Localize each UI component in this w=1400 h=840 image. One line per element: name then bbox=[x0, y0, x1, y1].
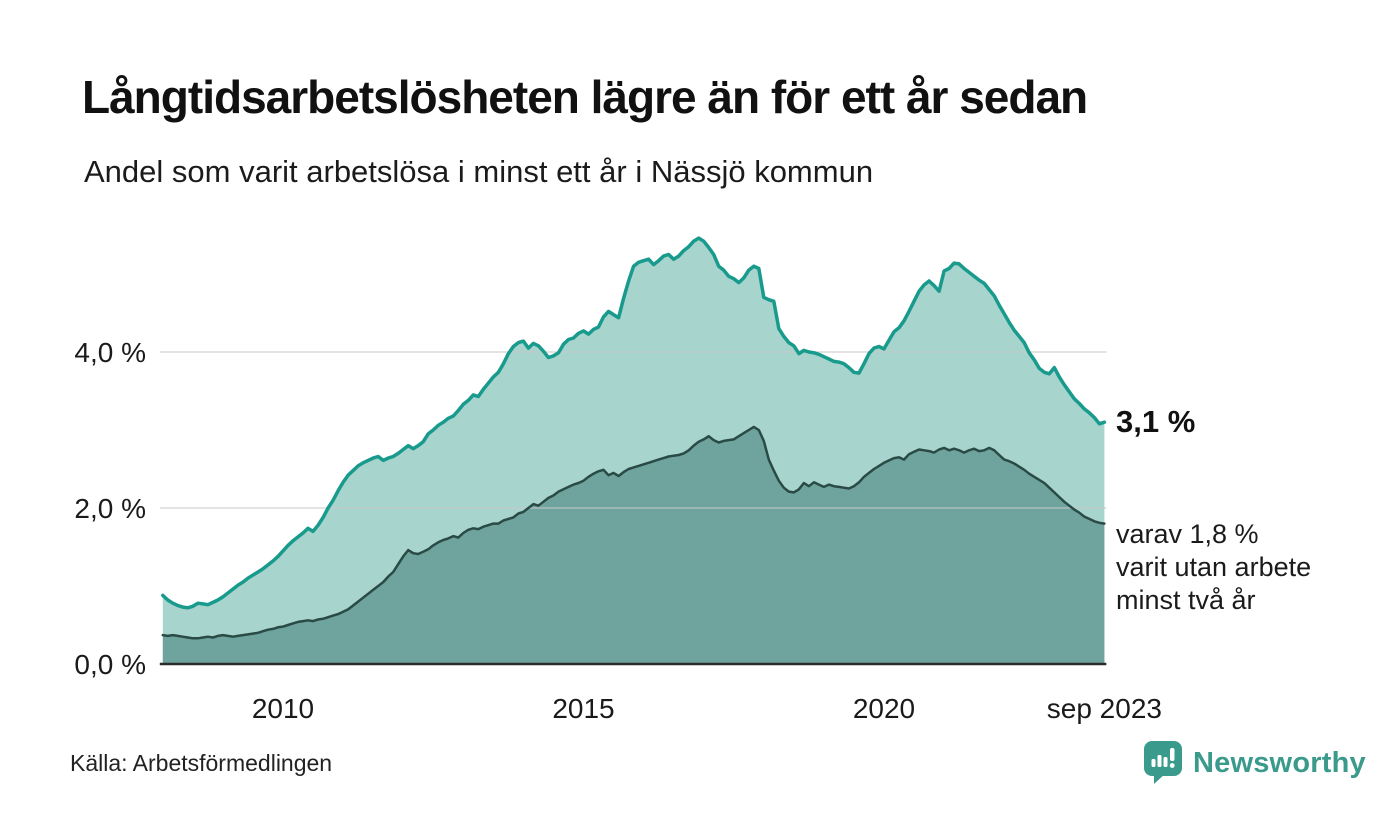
y-axis-tick-label: 2,0 % bbox=[74, 493, 146, 524]
annotation-note-line: minst två år bbox=[1116, 585, 1256, 615]
newsworthy-logo-text: Newsworthy bbox=[1193, 746, 1366, 779]
line-one-year bbox=[161, 236, 1107, 610]
source-attribution: Källa: Arbetsförmedlingen bbox=[70, 750, 333, 776]
x-axis-tick-label: 2020 bbox=[853, 693, 915, 724]
chart-bubble-icon bbox=[1144, 741, 1182, 784]
newsworthy-logo: Newsworthy bbox=[1143, 740, 1366, 786]
annotation-latest-value: 3,1 % bbox=[1116, 404, 1196, 439]
area-fill-two-years bbox=[162, 426, 1105, 664]
line-two-years bbox=[161, 425, 1106, 640]
x-axis-tick-label: 2015 bbox=[552, 693, 614, 724]
annotation-note-line: varit utan arbete bbox=[1116, 552, 1312, 582]
annotation-note: varav 1,8 % varit utan arbete minst två … bbox=[1116, 518, 1311, 617]
y-axis-tick-label: 0,0 % bbox=[74, 649, 146, 680]
x-axis-tick-label: 2010 bbox=[252, 693, 314, 724]
page-title: Långtidsarbetslösheten lägre än för ett … bbox=[82, 71, 1088, 123]
y-axis-tick-label: 4,0 % bbox=[74, 337, 146, 368]
page-subtitle: Andel som varit arbetslösa i minst ett å… bbox=[84, 154, 874, 189]
y-axis-labels: 0,0 % 2,0 % 4,0 % bbox=[74, 337, 146, 680]
x-axis-tick-label: sep 2023 bbox=[1047, 693, 1162, 724]
gridlines bbox=[159, 351, 1107, 509]
x-axis-labels: 2010 2015 2020 sep 2023 bbox=[252, 693, 1162, 724]
annotation-note-line: varav 1,8 % bbox=[1116, 519, 1259, 549]
